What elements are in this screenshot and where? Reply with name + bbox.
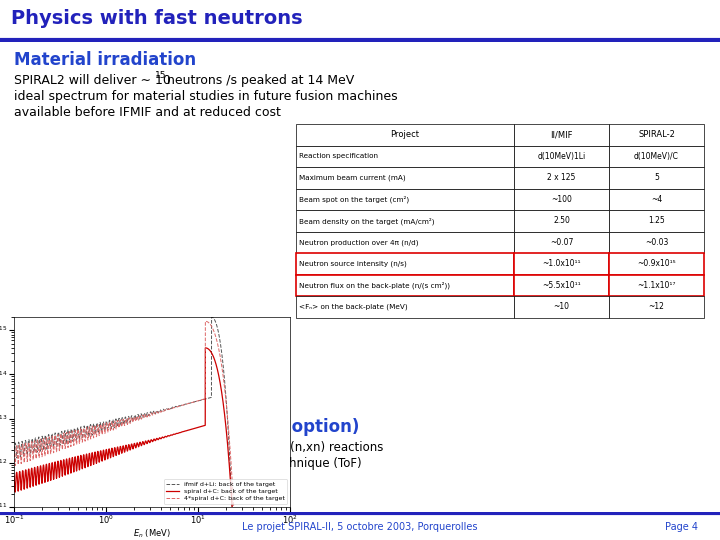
Bar	[514, 188, 609, 210]
Bar	[296, 274, 514, 296]
Line: spiral d+C: back of the target: spiral d+C: back of the target	[14, 348, 290, 540]
Bar	[514, 210, 609, 232]
Text: Beam spot on the target (cm²): Beam spot on the target (cm²)	[299, 195, 409, 203]
Text: Maximum beam current (mA): Maximum beam current (mA)	[299, 174, 405, 181]
Bar	[514, 232, 609, 253]
Text: d(10MeV)/C: d(10MeV)/C	[634, 152, 679, 161]
ifmif d+Li: back of the target: (23.1, 2e+11): back of the target: (23.1, 2e+11)	[227, 490, 235, 497]
4*spiral d+C: back of the target: (0.1, 2.1e+12): back of the target: (0.1, 2.1e+12)	[9, 446, 18, 452]
ifmif d+Li: back of the target: (14, 2e+15): back of the target: (14, 2e+15)	[207, 314, 216, 320]
Bar	[609, 167, 704, 188]
Bar	[609, 145, 704, 167]
spiral d+C: back of the target: (0.142, 5.5e+11): back of the target: (0.142, 5.5e+11)	[24, 471, 32, 477]
Bar	[296, 145, 514, 167]
4*spiral d+C: back of the target: (0.142, 2.2e+12): back of the target: (0.142, 2.2e+12)	[24, 444, 32, 451]
Bar	[296, 188, 514, 210]
spiral d+C: back of the target: (23.1, 1.8e+11): back of the target: (23.1, 1.8e+11)	[227, 492, 235, 499]
Text: SPIRAL-2: SPIRAL-2	[638, 130, 675, 139]
Text: Le projet SPIRAL-II, 5 octobre 2003, Porquerolles: Le projet SPIRAL-II, 5 octobre 2003, Por…	[242, 522, 478, 532]
Bar	[609, 274, 704, 296]
Text: with 1% resolution for 10 m long beamline: with 1% resolution for 10 m long beamlin…	[14, 472, 266, 485]
Text: Neutron production over 4π (n/d): Neutron production over 4π (n/d)	[299, 239, 418, 246]
Text: Page 4: Page 4	[665, 522, 698, 532]
Text: Neutron source intensity (n/s): Neutron source intensity (n/s)	[299, 260, 407, 267]
4*spiral d+C: back of the target: (12, 1.6e+15): back of the target: (12, 1.6e+15)	[201, 318, 210, 325]
Text: neutron energy inferred from time of flight technique (ToF): neutron energy inferred from time of fli…	[14, 456, 361, 469]
spiral d+C: back of the target: (2.88, 3.2e+12): back of the target: (2.88, 3.2e+12)	[144, 437, 153, 444]
Text: 2 x 125: 2 x 125	[547, 173, 576, 183]
Bar	[296, 167, 514, 188]
Bar	[609, 296, 704, 318]
Bar	[296, 124, 514, 145]
X-axis label: $E_n$ (MeV): $E_n$ (MeV)	[133, 527, 171, 539]
spiral d+C: back of the target: (2.39, 2.58e+12): back of the target: (2.39, 2.58e+12)	[137, 441, 145, 448]
Text: available before IFMIF and at reduced cost: available before IFMIF and at reduced co…	[14, 105, 281, 118]
Text: ~1.0x10¹¹: ~1.0x10¹¹	[542, 259, 581, 268]
Text: 2.50: 2.50	[553, 216, 570, 225]
Bar	[514, 296, 609, 318]
Text: Project: Project	[390, 130, 420, 139]
Bar	[296, 253, 514, 274]
Bar	[609, 232, 704, 253]
Text: Neutron flux on the back-plate (n/(s cm²)): Neutron flux on the back-plate (n/(s cm²…	[299, 281, 450, 289]
Bar	[296, 296, 514, 318]
Text: ~0.9x10¹⁵: ~0.9x10¹⁵	[637, 259, 676, 268]
Text: SPIRAL2 will deliver ∼ 10: SPIRAL2 will deliver ∼ 10	[14, 73, 171, 86]
Bar	[609, 210, 704, 232]
Text: neutrons /s peaked at 14 MeV: neutrons /s peaked at 14 MeV	[163, 73, 354, 86]
ifmif d+Li: back of the target: (0.1, 1.54e+12): back of the target: (0.1, 1.54e+12)	[9, 451, 18, 458]
Text: d(10MeV)1Li: d(10MeV)1Li	[537, 152, 585, 161]
Bar	[514, 274, 609, 296]
Text: 15: 15	[155, 71, 166, 79]
Text: Pulsed neutron beam (future option): Pulsed neutron beam (future option)	[14, 418, 359, 436]
Text: ~10: ~10	[554, 302, 570, 311]
Text: ~0.03: ~0.03	[645, 238, 668, 247]
Text: <Fₙ> on the back-plate (MeV): <Fₙ> on the back-plate (MeV)	[299, 303, 408, 310]
Text: Reaction specification: Reaction specification	[299, 153, 378, 159]
Text: II/MIF: II/MIF	[550, 130, 572, 139]
Text: ~12: ~12	[649, 302, 665, 311]
Bar	[514, 167, 609, 188]
4*spiral d+C: back of the target: (2.88, 1.28e+13): back of the target: (2.88, 1.28e+13)	[144, 410, 153, 417]
Text: ~100: ~100	[551, 195, 572, 204]
Line: ifmif d+Li: back of the target: ifmif d+Li: back of the target	[14, 317, 290, 540]
Text: Physics with fast neutrons: Physics with fast neutrons	[11, 9, 302, 29]
Bar	[609, 188, 704, 210]
Text: ~4: ~4	[651, 195, 662, 204]
Bar	[514, 253, 609, 274]
Bar	[609, 124, 704, 145]
Bar	[514, 124, 609, 145]
Text: ideal spectrum for material studies in future fusion machines: ideal spectrum for material studies in f…	[14, 90, 397, 103]
4*spiral d+C: back of the target: (23.1, 7.2e+11): back of the target: (23.1, 7.2e+11)	[227, 466, 235, 472]
ifmif d+Li: back of the target: (0.142, 2.63e+12): back of the target: (0.142, 2.63e+12)	[24, 441, 32, 448]
Text: measurement of cross-sections for fission and (n,xn) reactions: measurement of cross-sections for fissio…	[14, 441, 383, 454]
Bar	[514, 145, 609, 167]
Line: 4*spiral d+C: back of the target: 4*spiral d+C: back of the target	[14, 321, 290, 540]
spiral d+C: back of the target: (0.1, 5.25e+11): back of the target: (0.1, 5.25e+11)	[9, 472, 18, 478]
Text: ~0.07: ~0.07	[550, 238, 573, 247]
4*spiral d+C: back of the target: (2.39, 1.03e+13): back of the target: (2.39, 1.03e+13)	[137, 415, 145, 421]
Bar	[296, 210, 514, 232]
Text: 1.25: 1.25	[648, 216, 665, 225]
spiral d+C: back of the target: (12, 4e+14): back of the target: (12, 4e+14)	[201, 345, 210, 351]
Bar	[296, 232, 514, 253]
ifmif d+Li: back of the target: (2.88, 1.27e+13): back of the target: (2.88, 1.27e+13)	[144, 411, 153, 417]
Text: Beam density on the target (mA/cm²): Beam density on the target (mA/cm²)	[299, 217, 434, 225]
ifmif d+Li: back of the target: (2.39, 1.27e+13): back of the target: (2.39, 1.27e+13)	[137, 411, 145, 417]
Bar	[609, 253, 704, 274]
Text: Material irradiation: Material irradiation	[14, 51, 196, 69]
Legend: ifmif d+Li: back of the target, spiral d+C: back of the target, 4*spiral d+C: ba: ifmif d+Li: back of the target, spiral d…	[163, 479, 287, 504]
Text: ~5.5x10¹¹: ~5.5x10¹¹	[542, 281, 581, 290]
Text: ~1.1x10¹⁷: ~1.1x10¹⁷	[637, 281, 675, 290]
Text: 5: 5	[654, 173, 659, 183]
